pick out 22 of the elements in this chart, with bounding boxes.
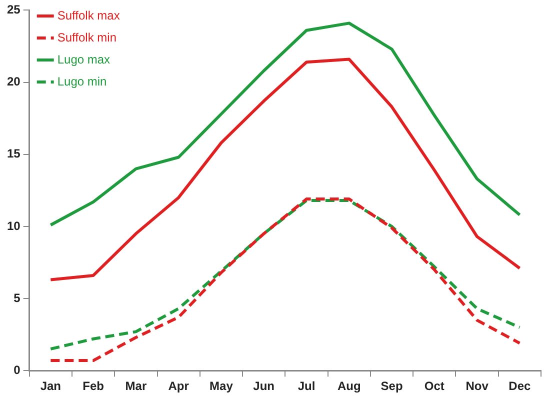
legend-label: Lugo max	[57, 52, 110, 66]
x-tick-label: Jun	[253, 379, 275, 394]
y-tick-label: 5	[14, 290, 21, 305]
x-tick-label: Aug	[337, 379, 361, 394]
y-tick-label: 25	[6, 2, 21, 17]
y-tick-label: 0	[14, 362, 21, 377]
y-tick-label: 20	[6, 74, 21, 89]
x-tick-label: Jan	[40, 379, 62, 394]
legend-label: Suffolk max	[57, 8, 120, 22]
x-tick-label: Sep	[380, 379, 403, 394]
legend-label: Lugo min	[57, 74, 107, 88]
x-tick-label: Nov	[466, 379, 489, 394]
legend-label: Suffolk min	[57, 30, 116, 44]
x-tick-label: Apr	[168, 379, 190, 394]
x-tick-label: Oct	[424, 379, 444, 394]
y-tick-label: 15	[6, 146, 21, 161]
x-tick-label: Dec	[508, 379, 532, 394]
x-tick-label: Jul	[298, 379, 316, 394]
x-tick-label: May	[210, 379, 234, 394]
x-tick-label: Mar	[125, 379, 147, 394]
y-tick-label: 10	[6, 218, 21, 233]
x-tick-label: Feb	[82, 379, 104, 394]
